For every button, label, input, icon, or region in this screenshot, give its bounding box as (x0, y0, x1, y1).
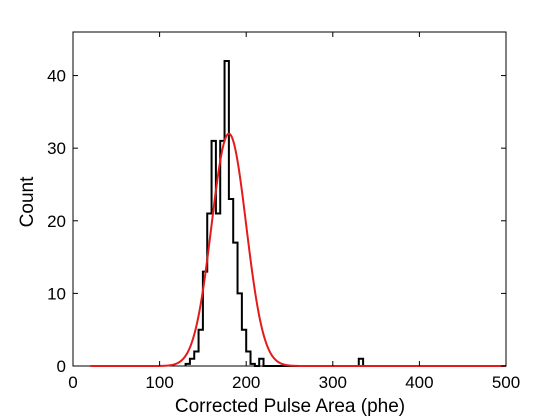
x-tick-label: 100 (145, 373, 173, 392)
y-axis-label: Count (17, 176, 38, 227)
y-tick-label: 20 (47, 212, 66, 231)
gaussian-fit-series (90, 132, 506, 367)
y-tick-label: 0 (57, 357, 66, 376)
y-tick-label: 40 (47, 67, 66, 86)
y-tick-label: 10 (47, 284, 66, 303)
plot-area (72, 31, 507, 367)
x-tick-label: 400 (405, 373, 433, 392)
x-axis-label: Corrected Pulse Area (phe) (175, 396, 405, 417)
x-tick-label: 200 (232, 373, 260, 392)
x-tick-label: 0 (68, 373, 77, 392)
plot-frame (72, 31, 507, 367)
y-axis: 0 10 20 30 40 (47, 67, 506, 376)
x-tick-label: 500 (492, 373, 520, 392)
x-axis: 0 100 200 300 400 500 (68, 32, 520, 392)
x-tick-label: 300 (319, 373, 347, 392)
y-tick-label: 30 (47, 139, 66, 158)
